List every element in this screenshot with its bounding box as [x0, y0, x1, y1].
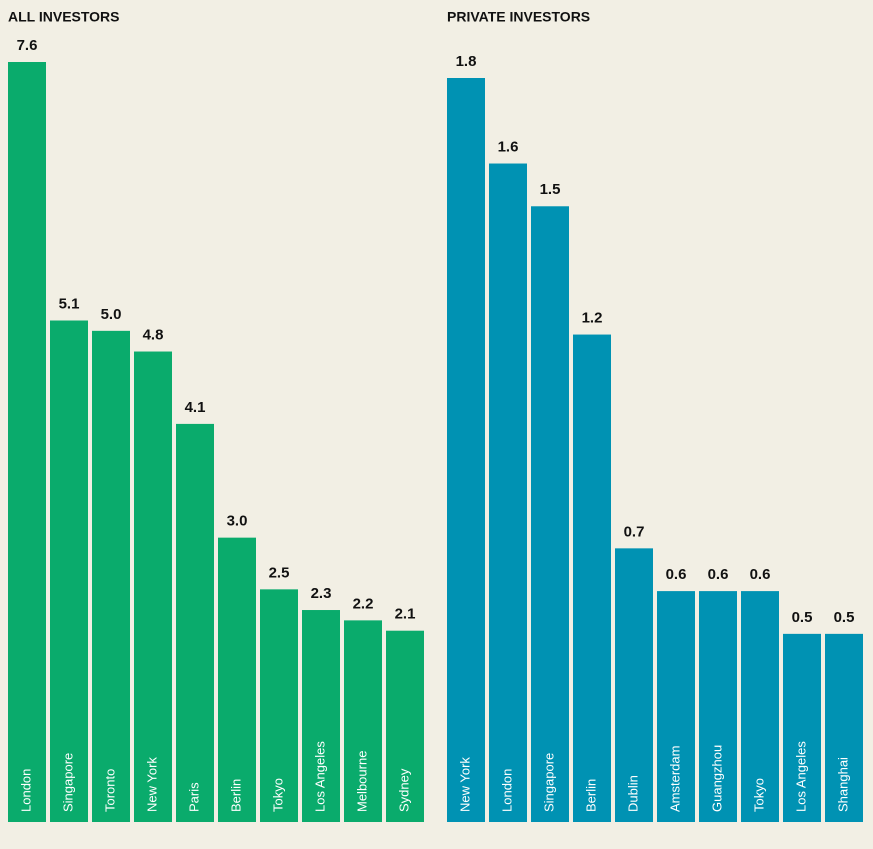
bar	[92, 330, 130, 822]
bar	[8, 62, 46, 822]
value-label: 1.6	[498, 138, 519, 155]
bar	[260, 589, 298, 822]
value-label: 2.2	[353, 595, 374, 612]
bar	[699, 591, 737, 822]
value-label: 5.1	[59, 295, 80, 312]
category-label: Dublin	[625, 775, 640, 812]
bar	[176, 423, 214, 822]
chart-title: PRIVATE INVESTORS	[447, 9, 590, 25]
bar	[489, 163, 527, 823]
value-label: 0.7	[624, 523, 645, 540]
category-label: Amsterdam	[667, 746, 682, 812]
value-label: 5.0	[101, 306, 122, 323]
category-label: Singapore	[60, 753, 75, 812]
value-label: 1.2	[582, 310, 603, 327]
category-label: Paris	[186, 782, 201, 812]
category-label: Melbourne	[354, 751, 369, 812]
category-label: New York	[457, 757, 472, 812]
value-label: 1.8	[456, 53, 477, 70]
value-label: 0.6	[708, 566, 729, 583]
category-label: Berlin	[228, 779, 243, 812]
value-label: 0.5	[792, 609, 813, 626]
category-label: Sydney	[396, 768, 411, 812]
value-label: 3.0	[227, 513, 248, 530]
bar	[531, 206, 569, 822]
chart-title: ALL INVESTORS	[8, 9, 120, 25]
category-label: Tokyo	[270, 778, 285, 812]
bar	[615, 548, 653, 822]
bar	[741, 591, 779, 822]
category-label: London	[18, 769, 33, 812]
category-label: Singapore	[541, 753, 556, 812]
category-label: London	[499, 769, 514, 812]
category-label: Toronto	[102, 769, 117, 812]
bar	[825, 633, 863, 822]
value-label: 1.5	[540, 181, 561, 198]
value-label: 2.3	[311, 585, 332, 602]
value-label: 4.8	[143, 326, 164, 343]
bar	[447, 78, 485, 822]
category-label: Los Angeles	[312, 741, 327, 812]
value-label: 2.1	[395, 606, 416, 623]
value-label: 0.6	[666, 566, 687, 583]
value-label: 0.6	[750, 566, 771, 583]
bar	[302, 610, 340, 822]
bar	[344, 620, 382, 822]
value-label: 7.6	[17, 37, 38, 54]
category-label: Guangzhou	[709, 745, 724, 812]
bar	[573, 334, 611, 822]
bar	[386, 630, 424, 822]
value-label: 0.5	[834, 609, 855, 626]
category-label: Los Angeles	[793, 741, 808, 812]
category-label: Berlin	[583, 779, 598, 812]
bar	[783, 633, 821, 822]
bar	[657, 591, 695, 822]
category-label: New York	[144, 757, 159, 812]
value-label: 2.5	[269, 564, 290, 581]
bar	[134, 351, 172, 822]
value-label: 4.1	[185, 399, 206, 416]
bar	[218, 537, 256, 822]
bar	[50, 320, 88, 822]
category-label: Tokyo	[751, 778, 766, 812]
category-label: Shanghai	[835, 757, 850, 812]
